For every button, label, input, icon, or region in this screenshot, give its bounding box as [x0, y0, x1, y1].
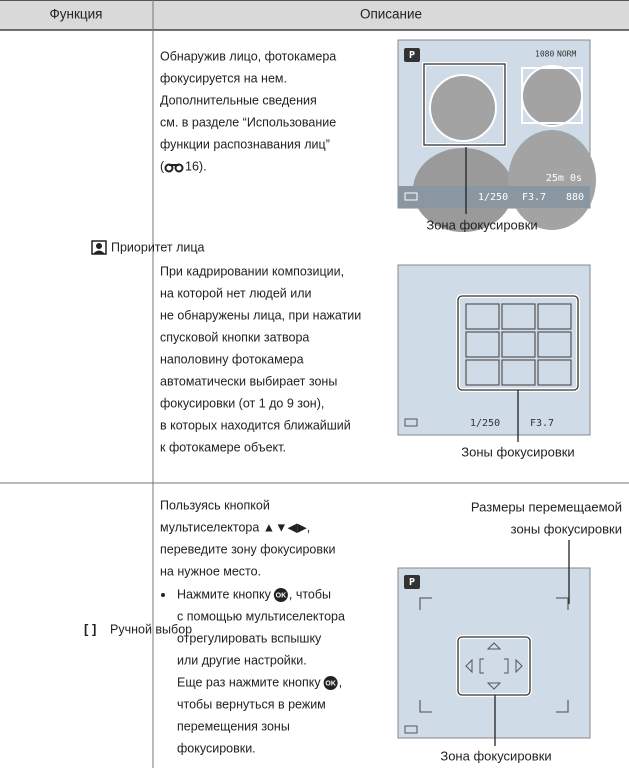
mode-indicator: P [409, 577, 415, 588]
mode-indicator: P [409, 50, 415, 61]
text-line: на нужное место. [160, 564, 261, 578]
text-line: фокусируется на нем. [160, 71, 287, 85]
text-line: см. в разделе “Использование [160, 115, 336, 129]
text-line: отрегулировать вспышку [177, 631, 322, 645]
ok-icon: OK [273, 588, 288, 602]
text-line: Еще раз нажмите кнопку [177, 675, 321, 689]
aperture: F3.7 [522, 192, 546, 203]
table-header [0, 0, 629, 30]
remaining-time: 25m 0s [546, 173, 582, 184]
caption: Зоны фокусировки [461, 444, 574, 459]
text-line: наполовину фотокамера [160, 352, 304, 366]
caption: Зона фокусировки [426, 217, 537, 232]
ref-icon [164, 163, 184, 173]
text-line: Нажмите кнопку [177, 587, 272, 601]
text-line: , чтобы [289, 587, 331, 601]
face-icon [91, 240, 107, 255]
header-cell: Описание [360, 7, 422, 22]
ok-label: OK [276, 592, 287, 599]
text-line: к фотокамере объект. [160, 440, 286, 454]
camera-screen [397, 540, 591, 746]
caption: зоны фокусировки [511, 521, 622, 536]
function-name: Приоритет лица [111, 240, 205, 254]
text-line: автоматически выбирает зоны [160, 374, 337, 388]
text-line: в которых находится ближайший [160, 418, 351, 432]
header-cell: Функция [50, 7, 103, 22]
text-line: или другие настройки. [177, 653, 307, 667]
movie-size: 1080 [535, 50, 554, 59]
text-line: мультиселектора ▲▼◀▶, [160, 520, 310, 534]
shutter-speed: 1/250 [478, 192, 508, 203]
text-line: функции распознавания лиц” [160, 137, 330, 151]
text-line: 16). [185, 159, 207, 173]
ok-icon: OK [323, 676, 338, 690]
bullet [161, 593, 165, 597]
aperture: F3.7 [530, 418, 554, 429]
text-line: , [339, 675, 342, 689]
caption: Размеры перемещаемой [471, 499, 622, 514]
shots-left: 880 [566, 192, 584, 203]
manual-icon: [ ] [84, 621, 96, 636]
ok-label: OK [325, 680, 336, 687]
camera-screen [397, 264, 591, 442]
text-line: При кадрировании композиции, [160, 264, 344, 278]
text-line: фокусировки. [177, 741, 256, 755]
text-line: ( [160, 159, 165, 173]
text-line: спусковой кнопки затвора [160, 330, 309, 344]
icon-part [323, 676, 338, 690]
text-line: чтобы вернуться в режим [177, 697, 326, 711]
image-quality: NORM [557, 50, 576, 59]
text-line: на которой нет людей или [160, 286, 312, 300]
icon-part [273, 588, 288, 602]
shutter-speed: 1/250 [470, 418, 500, 429]
function-name: Ручной выбор [110, 622, 192, 636]
text-line: Обнаружив лицо, фотокамера [160, 49, 336, 63]
text-line: не обнаружены лица, при нажатии [160, 308, 361, 322]
text-line: с помощью мультиселектора [177, 609, 345, 623]
text-line: перемещения зоны [177, 719, 290, 733]
caption: Зона фокусировки [440, 748, 551, 763]
text-line: Пользуясь кнопкой [160, 498, 270, 512]
text-line: Дополнительные сведения [160, 93, 317, 107]
text-line: переведите зону фокусировки [160, 542, 335, 556]
camera-screen [397, 39, 596, 232]
text-line: фокусировки (от 1 до 9 зон), [160, 396, 324, 410]
